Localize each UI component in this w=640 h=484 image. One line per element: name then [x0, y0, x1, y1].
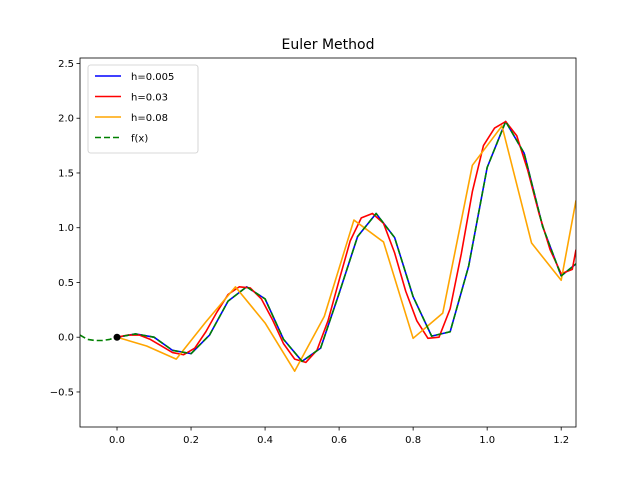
- x-tick-label: 1.0: [479, 435, 495, 446]
- plot-frame: [79, 57, 577, 428]
- legend-label-2: h=0.08: [131, 113, 168, 124]
- chart-title: Euler Method: [282, 37, 375, 53]
- x-tick-label: 0.2: [183, 435, 199, 446]
- x-tick-label: 0.4: [257, 435, 273, 446]
- legend-label-0: h=0.005: [131, 72, 174, 83]
- series-line-1: [116, 120, 576, 364]
- y-tick-label: 0.5: [58, 278, 74, 289]
- x-tick-label: 1.2: [553, 435, 569, 446]
- legend-label-1: h=0.03: [131, 93, 168, 104]
- y-tick-label: 0.0: [58, 333, 74, 344]
- x-tick-label: 0.8: [405, 435, 421, 446]
- x-tick-label: 0.6: [331, 435, 347, 446]
- legend-box: [87, 64, 199, 154]
- series-layer: [80, 120, 576, 372]
- x-tick-label: 0.0: [109, 435, 125, 446]
- series-line-2: [116, 125, 576, 372]
- y-tick-label: −0.5: [50, 387, 74, 398]
- tick-layer: 0.0 0.2 0.4 0.6 0.8 1.0 1.2 −0.5 0.0 0.5 1.0 1.5 2.0…: [50, 59, 569, 446]
- legend-label-3: f(x): [131, 134, 148, 145]
- y-tick-label: 2.0: [58, 114, 74, 125]
- y-tick-label: 2.5: [58, 59, 74, 70]
- initial-point-marker: [113, 333, 121, 341]
- legend: h=0.005 h=0.03 h=0.08 f(x): [87, 64, 199, 154]
- y-tick-label: 1.5: [58, 168, 74, 179]
- y-tick-label: 1.0: [58, 223, 74, 234]
